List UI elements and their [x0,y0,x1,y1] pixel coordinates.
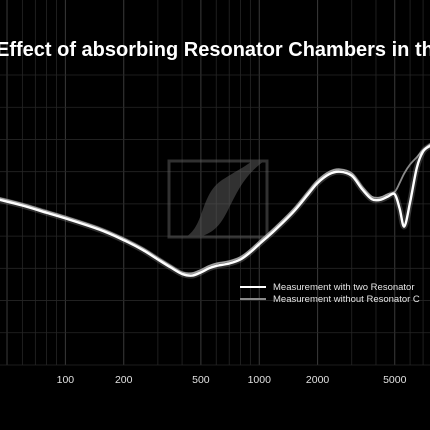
x-tick-label: 100 [57,374,75,386]
legend: Measurement with two Resonator Measureme… [240,282,420,305]
series-line-without-resonators [0,143,430,275]
series-line-with-resonators [0,144,430,277]
legend-label-secondary: Measurement without Resonator C [273,294,420,305]
x-tick-label: 5000 [383,374,407,386]
x-tick-label: 200 [115,374,133,386]
chart-title: Effect of absorbing Resonator Chambers i… [0,39,430,61]
x-axis-tick-labels: 100 200 500 1000 2000 5000 [57,374,407,386]
x-tick-label: 2000 [306,374,330,386]
x-tick-label: 1000 [248,374,272,386]
sennheiser-logo-icon [167,159,269,239]
legend-label-primary: Measurement with two Resonator [273,282,415,293]
x-tick-label: 500 [192,374,210,386]
series-lines [0,142,430,279]
